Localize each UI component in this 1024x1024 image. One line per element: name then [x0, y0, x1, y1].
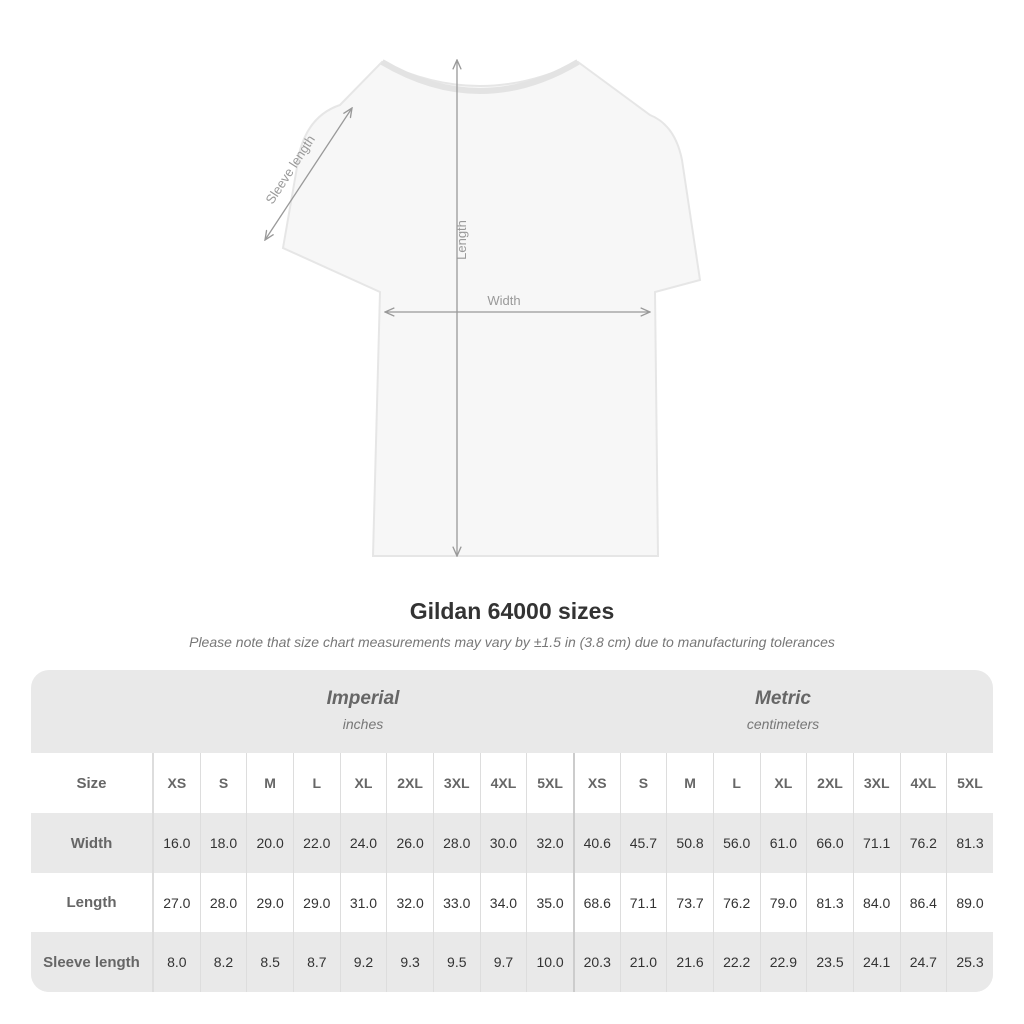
value-cell-metric: 66.0: [806, 813, 853, 873]
value-cell-metric: 76.2: [899, 813, 947, 873]
row-label: Length: [31, 873, 153, 932]
value-cell-metric: 50.8: [666, 813, 713, 873]
size-header-imperial: XL: [339, 753, 387, 813]
value-cell-metric: 40.6: [572, 813, 620, 873]
size-header-metric: L: [712, 753, 760, 813]
row-label: Sleeve length: [31, 932, 153, 992]
imperial-unit: inches: [342, 716, 384, 732]
value-cell-imperial: 9.5: [432, 932, 480, 992]
size-header-imperial: S: [199, 753, 247, 813]
value-cell-metric: 81.3: [946, 813, 993, 873]
value-cell-metric: 86.4: [899, 873, 947, 932]
size-header-metric: 5XL: [946, 753, 993, 813]
row-label: Width: [31, 813, 153, 873]
value-cell-metric: 89.0: [946, 873, 993, 932]
metric-title: Metric: [755, 688, 811, 709]
value-cell-imperial: 32.0: [386, 873, 433, 932]
value-cell-imperial: 29.0: [292, 873, 340, 932]
value-cell-metric: 24.1: [852, 932, 900, 992]
value-cell-imperial: 18.0: [199, 813, 247, 873]
value-cell-metric: 76.2: [712, 873, 760, 932]
value-cell-imperial: 10.0: [526, 932, 573, 992]
value-cell-metric: 73.7: [666, 873, 713, 932]
size-header-metric: XS: [572, 753, 620, 813]
value-cell-imperial: 8.7: [292, 932, 340, 992]
value-cell-imperial: 35.0: [526, 873, 573, 932]
value-cell-imperial: 34.0: [479, 873, 527, 932]
value-cell-imperial: 20.0: [246, 813, 293, 873]
value-cell-metric: 45.7: [619, 813, 667, 873]
value-cell-metric: 24.7: [899, 932, 947, 992]
table-row: Sleeve length 8.0 8.2 8.5 8.7 9.2 9.3 9.5 9.7 10.…: [31, 932, 993, 992]
value-cell-metric: 22.2: [712, 932, 760, 992]
width-label: Width: [487, 293, 520, 308]
value-cell-imperial: 16.0: [153, 813, 200, 873]
value-cell-metric: 22.9: [759, 932, 807, 992]
value-cell-imperial: 22.0: [292, 813, 340, 873]
tshirt-diagram: Length Width Sleeve length: [262, 0, 702, 580]
value-cell-metric: 61.0: [759, 813, 807, 873]
value-cell-metric: 81.3: [806, 873, 853, 932]
value-cell-imperial: 9.3: [386, 932, 433, 992]
size-header-metric: 4XL: [899, 753, 947, 813]
metric-unit: centimeters: [746, 716, 820, 732]
value-cell-imperial: 28.0: [432, 813, 480, 873]
value-cell-metric: 79.0: [759, 873, 807, 932]
value-cell-metric: 68.6: [572, 873, 620, 932]
value-cell-imperial: 9.2: [339, 932, 387, 992]
value-cell-metric: 71.1: [852, 813, 900, 873]
collar: [380, 59, 580, 94]
value-cell-metric: 84.0: [852, 873, 900, 932]
value-cell-imperial: 29.0: [246, 873, 293, 932]
table-row: Width 16.0 18.0 20.0 22.0 24.0 26.0 28.0 30.0 32.…: [31, 813, 993, 873]
row-label: Size: [31, 753, 153, 813]
size-header-imperial: 5XL: [526, 753, 573, 813]
size-header-imperial: 2XL: [386, 753, 433, 813]
tshirt-shape: [281, 60, 702, 557]
value-cell-metric: 56.0: [712, 813, 760, 873]
value-cell-imperial: 32.0: [526, 813, 573, 873]
value-cell-imperial: 26.0: [386, 813, 433, 873]
value-cell-imperial: 8.5: [246, 932, 293, 992]
size-table: Imperial inches Metric centimeters Size X…: [31, 670, 993, 992]
imperial-header: Imperial inches: [153, 670, 573, 753]
size-header-imperial: XS: [153, 753, 200, 813]
size-header-imperial: M: [246, 753, 293, 813]
size-header-imperial: 3XL: [432, 753, 480, 813]
size-header-imperial: L: [292, 753, 340, 813]
length-label: Length: [454, 220, 469, 260]
value-cell-imperial: 9.7: [479, 932, 527, 992]
size-header-metric: 3XL: [852, 753, 900, 813]
metric-header: Metric centimeters: [573, 670, 993, 753]
value-cell-imperial: 30.0: [479, 813, 527, 873]
size-header-row: Size XS S M L XL 2XL 3XL 4XL 5XL XS S M L XL 2XL 3XL 4XL 5…: [31, 753, 993, 813]
value-cell-imperial: 8.0: [153, 932, 200, 992]
value-cell-metric: 21.0: [619, 932, 667, 992]
value-cell-imperial: 24.0: [339, 813, 387, 873]
value-cell-imperial: 31.0: [339, 873, 387, 932]
value-cell-metric: 25.3: [946, 932, 993, 992]
tolerance-note: Please note that size chart measurements…: [189, 634, 835, 650]
value-cell-imperial: 28.0: [199, 873, 247, 932]
value-cell-metric: 20.3: [572, 932, 620, 992]
value-cell-metric: 71.1: [619, 873, 667, 932]
size-header-metric: M: [666, 753, 713, 813]
imperial-title: Imperial: [326, 688, 400, 709]
size-header-metric: 2XL: [806, 753, 853, 813]
value-cell-imperial: 8.2: [199, 932, 247, 992]
sleeve-arrow: [265, 108, 352, 240]
value-cell-imperial: 27.0: [153, 873, 200, 932]
page-title: Gildan 64000 sizes: [409, 598, 615, 624]
size-header-imperial: 4XL: [479, 753, 527, 813]
table-row: Length 27.0 28.0 29.0 29.0 31.0 32.0 33.0 34.0 35…: [31, 873, 993, 932]
size-header-metric: S: [619, 753, 667, 813]
value-cell-metric: 21.6: [666, 932, 713, 992]
value-cell-metric: 23.5: [806, 932, 853, 992]
value-cell-imperial: 33.0: [432, 873, 480, 932]
size-header-metric: XL: [759, 753, 807, 813]
